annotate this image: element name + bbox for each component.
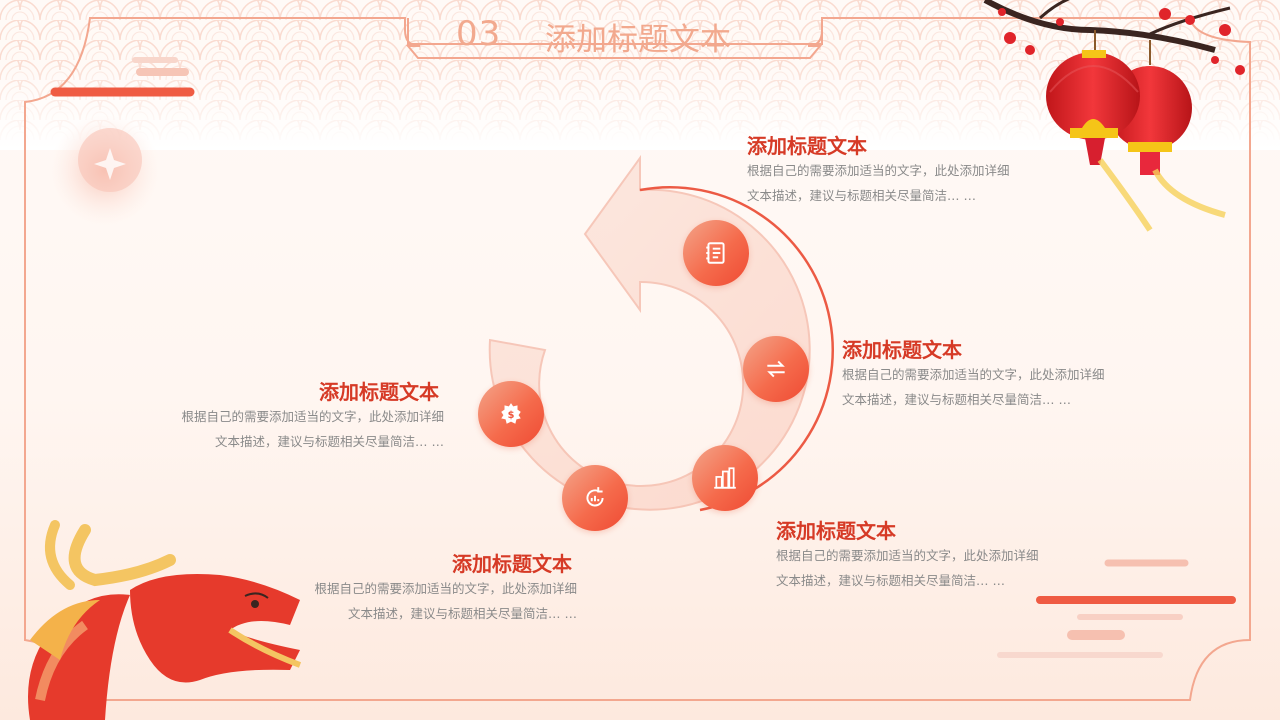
page-title: 添加标题文本 [545,22,731,58]
item-title-4: 添加标题文本 [452,552,572,576]
item-desc-2: 根据自己的需要添加适当的文字，此处添加详细 文本描述，建议与标题相关尽量简洁… … [842,362,1132,412]
buildings-chart-icon [692,445,758,511]
item-desc-2-line2: 文本描述，建议与标题相关尽量简洁… … [842,392,1071,407]
svg-text:$: $ [508,410,515,421]
item-desc-1-line1: 根据自己的需要添加适当的文字，此处添加详细 [747,163,1010,178]
notebook-icon [683,220,749,286]
item-desc-1-line2: 文本描述，建议与标题相关尽量简洁… … [747,188,976,203]
dragon-decor [28,520,302,720]
refresh-chart-icon [562,465,628,531]
money-gear-icon: $ [478,381,544,447]
item-title-2: 添加标题文本 [842,338,962,362]
item-desc-2-line1: 根据自己的需要添加适当的文字，此处添加详细 [842,367,1105,382]
swap-arrows-icon [743,336,809,402]
item-desc-5: 根据自己的需要添加适当的文字，此处添加详细 文本描述，建议与标题相关尽量简洁… … [154,404,444,454]
item-desc-5-line2: 文本描述，建议与标题相关尽量简洁… … [215,434,444,449]
item-title-3: 添加标题文本 [776,519,896,543]
item-desc-1: 根据自己的需要添加适当的文字，此处添加详细 文本描述，建议与标题相关尽量简洁… … [747,158,1037,208]
item-title-5: 添加标题文本 [319,380,439,404]
item-desc-4: 根据自己的需要添加适当的文字，此处添加详细 文本描述，建议与标题相关尽量简洁… … [287,576,577,626]
item-desc-5-line1: 根据自己的需要添加适当的文字，此处添加详细 [181,409,444,424]
item-desc-3-line2: 文本描述，建议与标题相关尽量简洁… … [776,573,1005,588]
item-title-1: 添加标题文本 [747,134,867,158]
item-desc-4-line2: 文本描述，建议与标题相关尽量简洁… … [348,606,577,621]
item-desc-3: 根据自己的需要添加适当的文字，此处添加详细 文本描述，建议与标题相关尽量简洁… … [776,543,1066,593]
item-desc-4-line1: 根据自己的需要添加适当的文字，此处添加详细 [314,581,577,596]
lantern-decor [1046,30,1226,232]
item-desc-3-line1: 根据自己的需要添加适当的文字，此处添加详细 [776,548,1039,563]
section-number: 03 [456,14,502,54]
